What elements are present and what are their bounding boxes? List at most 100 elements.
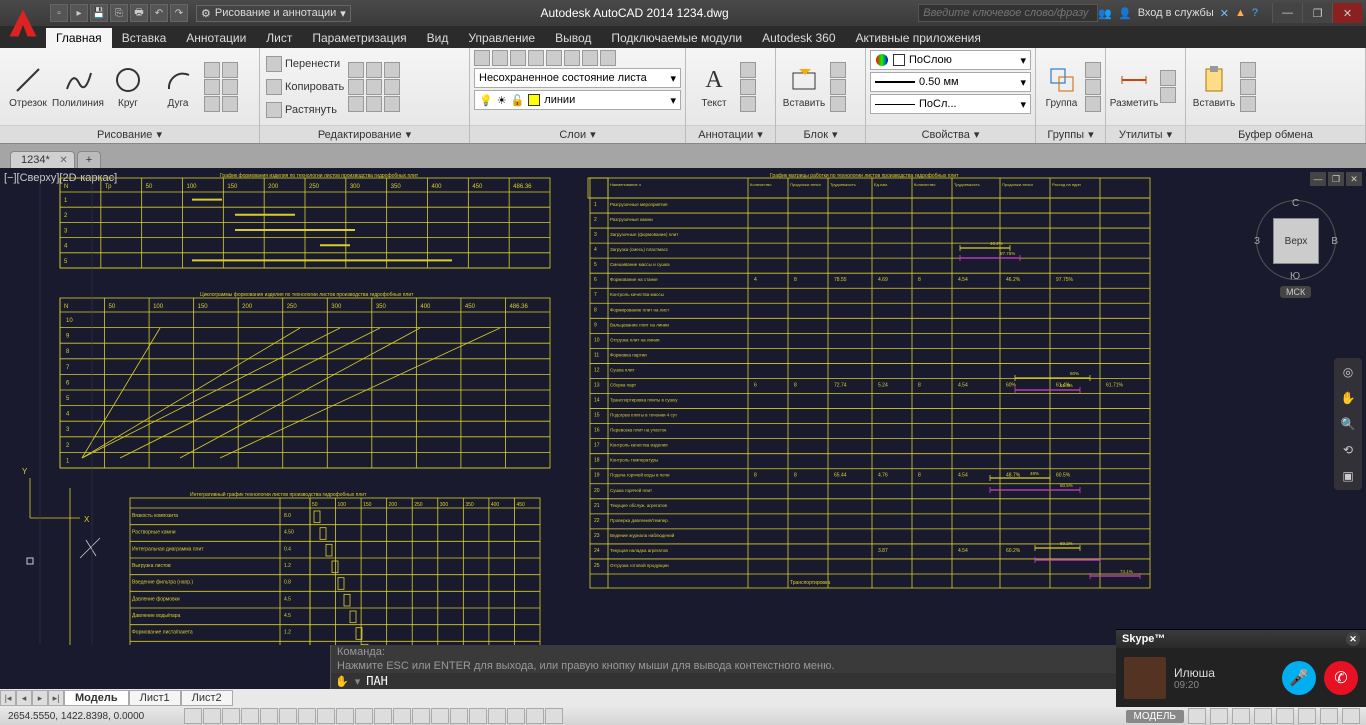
fillet-icon[interactable] xyxy=(366,79,382,95)
create-icon[interactable] xyxy=(830,62,846,78)
layout-tab[interactable]: Лист1 xyxy=(129,690,181,706)
dim-icon[interactable] xyxy=(740,62,756,78)
qat-new-icon[interactable]: ▫ xyxy=(50,4,68,22)
showmotion-icon[interactable]: ▣ xyxy=(1338,466,1358,486)
layerfreeze-icon[interactable] xyxy=(510,50,526,66)
text-button[interactable]: AТекст xyxy=(690,52,738,122)
hangup-button[interactable]: ✆ xyxy=(1324,661,1358,695)
layerprop-icon[interactable] xyxy=(474,50,490,66)
layout-tab[interactable]: Модель xyxy=(64,690,129,706)
viewcube-south[interactable]: Ю xyxy=(1290,271,1300,282)
status-toggle-icon[interactable] xyxy=(317,708,335,724)
chevron-down-icon[interactable]: ▾ xyxy=(156,128,162,141)
layout-next-icon[interactable]: ▸ xyxy=(32,690,48,706)
paste-button[interactable]: Вставить xyxy=(1190,52,1238,122)
status-toggle-icon[interactable] xyxy=(526,708,544,724)
viewcube[interactable]: С Ю В З Верх МСК xyxy=(1256,188,1336,298)
pan-icon[interactable]: ✋ xyxy=(1338,388,1358,408)
ribbon-tab[interactable]: Главная xyxy=(46,28,112,48)
qat-save-icon[interactable]: 💾 xyxy=(90,4,108,22)
status-toggle-icon[interactable] xyxy=(507,708,525,724)
attr-icon[interactable] xyxy=(830,96,846,112)
layeriso-icon[interactable] xyxy=(492,50,508,66)
line-button[interactable]: Отрезок xyxy=(4,52,52,122)
sb-grid-icon[interactable] xyxy=(1188,708,1206,724)
sb-scale-icon[interactable] xyxy=(1254,708,1272,724)
ribbon-tab[interactable]: Вставка xyxy=(112,28,177,48)
coordinates[interactable]: 2654.5550, 1422.8398, 0.0000 xyxy=(0,711,180,722)
orbit-icon[interactable]: ⟲ xyxy=(1338,440,1358,460)
sb-clean-icon[interactable] xyxy=(1342,708,1360,724)
table-icon[interactable] xyxy=(740,96,756,112)
status-toggle-icon[interactable] xyxy=(431,708,449,724)
status-toggle-icon[interactable] xyxy=(488,708,506,724)
groupsel-icon[interactable] xyxy=(1085,96,1101,112)
layeron-icon[interactable] xyxy=(582,50,598,66)
signin-link[interactable]: Вход в службы xyxy=(1138,7,1214,19)
steering-wheel-icon[interactable]: ◎ xyxy=(1338,362,1358,382)
drawing-area[interactable]: [−][Сверху][2D-каркас] — ❐ ✕ График форм… xyxy=(0,168,1366,667)
viewcube-east[interactable]: В xyxy=(1331,236,1338,247)
ribbon-tab[interactable]: Аннотации xyxy=(176,28,256,48)
sb-lock-icon[interactable] xyxy=(1210,708,1228,724)
qat-open-icon[interactable]: ▸ xyxy=(70,4,88,22)
measure-button[interactable]: Разметить xyxy=(1110,52,1158,122)
leader-icon[interactable] xyxy=(740,79,756,95)
group-button[interactable]: Группа xyxy=(1040,52,1083,122)
spline-icon[interactable] xyxy=(222,62,238,78)
ribbon-tab[interactable]: Вид xyxy=(417,28,459,48)
workspace-dropdown[interactable]: ⚙ Рисование и аннотации ▾ xyxy=(196,5,351,22)
select-icon[interactable] xyxy=(1160,70,1176,86)
ribbon-tab[interactable]: Autodesk 360 xyxy=(752,28,845,48)
qat-undo-icon[interactable]: ↶ xyxy=(150,4,168,22)
chevron-down-icon[interactable]: ▾ xyxy=(1167,128,1173,141)
scale-icon[interactable] xyxy=(348,96,364,112)
app-logo[interactable] xyxy=(0,0,46,46)
polyline-button[interactable]: Полилиния xyxy=(54,52,102,122)
groupedit-icon[interactable] xyxy=(1085,79,1101,95)
chevron-down-icon[interactable]: ▾ xyxy=(757,128,763,141)
status-toggle-icon[interactable] xyxy=(355,708,373,724)
mute-button[interactable]: 🎤 xyxy=(1282,661,1316,695)
explode-icon[interactable] xyxy=(384,79,400,95)
copy2-icon[interactable] xyxy=(1240,79,1256,95)
chevron-down-icon[interactable]: ▾ xyxy=(406,128,412,141)
status-toggle-icon[interactable] xyxy=(241,708,259,724)
layerlock-icon[interactable] xyxy=(528,50,544,66)
array-icon[interactable] xyxy=(366,96,382,112)
move-button[interactable]: Перенести xyxy=(264,53,346,75)
circle-button[interactable]: Круг xyxy=(104,52,152,122)
offset-icon[interactable] xyxy=(384,96,400,112)
exchange-icon[interactable]: ✕ xyxy=(1220,7,1229,20)
chevron-down-icon[interactable]: ▾ xyxy=(832,128,838,141)
chevron-down-icon[interactable]: ▾ xyxy=(1088,128,1094,141)
ellipse-icon[interactable] xyxy=(204,96,220,112)
qat-redo-icon[interactable]: ↷ xyxy=(170,4,188,22)
stretch-button[interactable]: Растянуть xyxy=(264,99,346,121)
autodesk360-icon[interactable]: ▲ xyxy=(1235,7,1246,19)
linetype-dropdown[interactable]: ПоСл...▾ xyxy=(870,94,1031,114)
status-toggle-icon[interactable] xyxy=(203,708,221,724)
skype-close-icon[interactable]: ✕ xyxy=(1346,632,1360,646)
copy-button[interactable]: Копировать xyxy=(264,76,346,98)
viewcube-wcs[interactable]: МСК xyxy=(1280,286,1311,298)
status-toggle-icon[interactable] xyxy=(336,708,354,724)
rotate-icon[interactable] xyxy=(348,62,364,78)
viewcube-west[interactable]: З xyxy=(1254,236,1260,247)
model-space-button[interactable]: МОДЕЛЬ xyxy=(1126,710,1184,723)
sb-iso-icon[interactable] xyxy=(1320,708,1338,724)
sb-hw-icon[interactable] xyxy=(1298,708,1316,724)
chevron-down-icon[interactable]: ▾ xyxy=(974,128,980,141)
sb-anno-icon[interactable] xyxy=(1232,708,1250,724)
minimize-button[interactable]: — xyxy=(1272,3,1302,23)
qat-plot-icon[interactable]: 🖶 xyxy=(130,4,148,22)
close-tab-icon[interactable]: ✕ xyxy=(59,155,67,166)
status-toggle-icon[interactable] xyxy=(450,708,468,724)
new-tab-button[interactable]: + xyxy=(77,151,101,168)
status-toggle-icon[interactable] xyxy=(545,708,563,724)
status-toggle-icon[interactable] xyxy=(184,708,202,724)
ribbon-tab[interactable]: Подключаемые модули xyxy=(601,28,752,48)
ribbon-tab[interactable]: Вывод xyxy=(545,28,601,48)
file-tab[interactable]: 1234*✕ xyxy=(10,151,75,168)
chevron-down-icon[interactable]: ▾ xyxy=(590,128,596,141)
